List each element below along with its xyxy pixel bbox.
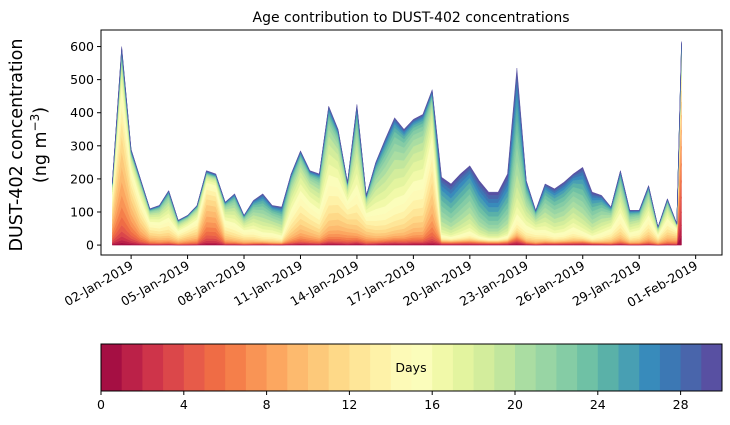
- colorbar-segment: [142, 344, 164, 391]
- colorbar-segment: [639, 344, 661, 391]
- colorbar-segment: [701, 344, 723, 391]
- colorbar-segment: [452, 344, 475, 391]
- chart-title: Age contribution to DUST-402 concentrati…: [253, 10, 570, 26]
- colorbar-segment: [556, 344, 578, 391]
- y-axis-label-line2: (ng m−3): [28, 107, 51, 183]
- colorbar-segment: [266, 344, 288, 391]
- colorbar-segment: [473, 344, 495, 391]
- y-axis-label: DUST-402 concentration (ng m−3): [7, 39, 51, 252]
- colorbar-segment: [121, 344, 143, 391]
- colorbar-segment: [328, 344, 350, 391]
- colorbar-tick-label: 12: [341, 397, 357, 412]
- colorbar-segment: [370, 344, 392, 391]
- colorbar-tick-label: 20: [507, 397, 523, 412]
- colorbar-segment: [432, 344, 454, 391]
- y-tick-label: 100: [70, 204, 94, 219]
- y-ticks: 0 100 200 300 400 500 600: [70, 39, 101, 253]
- colorbar-segment: [225, 344, 247, 391]
- colorbar-segment: [618, 344, 640, 391]
- area-band-day-29: [112, 41, 682, 228]
- colorbar-tick-label: 28: [673, 397, 689, 412]
- colorbar-segment: [101, 344, 123, 391]
- colorbar-segment: [349, 344, 371, 391]
- colorbar-label: Days: [395, 360, 426, 375]
- colorbar-segment: [577, 344, 599, 391]
- colorbar-segment: [680, 344, 702, 391]
- colorbar-segment: [659, 344, 682, 391]
- colorbar-segment: [163, 344, 185, 391]
- colorbar-segment: [535, 344, 557, 391]
- x-ticks: 02-Jan-201905-Jan-201908-Jan-201911-Jan-…: [62, 255, 700, 310]
- colorbar: [101, 344, 723, 391]
- colorbar-tick-label: 0: [97, 397, 105, 412]
- colorbar-segment: [390, 344, 412, 391]
- colorbar-segment: [287, 344, 309, 391]
- colorbar-frame: [100, 343, 723, 392]
- plot-area: [112, 41, 682, 246]
- colorbar-segment: [597, 344, 619, 391]
- colorbar-segment: [411, 344, 433, 391]
- y-tick-label: 200: [70, 171, 94, 186]
- colorbar-segment: [183, 344, 205, 391]
- y-tick-label: 0: [86, 238, 94, 253]
- colorbar-segment: [515, 344, 537, 391]
- y-tick-label: 300: [70, 138, 94, 153]
- y-tick-label: 400: [70, 105, 94, 120]
- y-axis-label-line1: DUST-402 concentration: [7, 39, 27, 252]
- y-tick-label: 500: [70, 72, 94, 87]
- colorbar-ticks: 0 4 8 12 16 20 24 28: [97, 391, 689, 412]
- colorbar-segment: [308, 344, 330, 391]
- colorbar-tick-label: 8: [263, 397, 271, 412]
- axes-frame: [100, 29, 723, 256]
- colorbar-segment: [245, 344, 268, 391]
- y-tick-label: 600: [70, 39, 94, 54]
- colorbar-segment: [204, 344, 226, 391]
- colorbar-tick-label: 4: [180, 397, 188, 412]
- colorbar-segment: [494, 344, 516, 391]
- colorbar-tick-label: 16: [424, 397, 440, 412]
- colorbar-tick-label: 24: [590, 397, 606, 412]
